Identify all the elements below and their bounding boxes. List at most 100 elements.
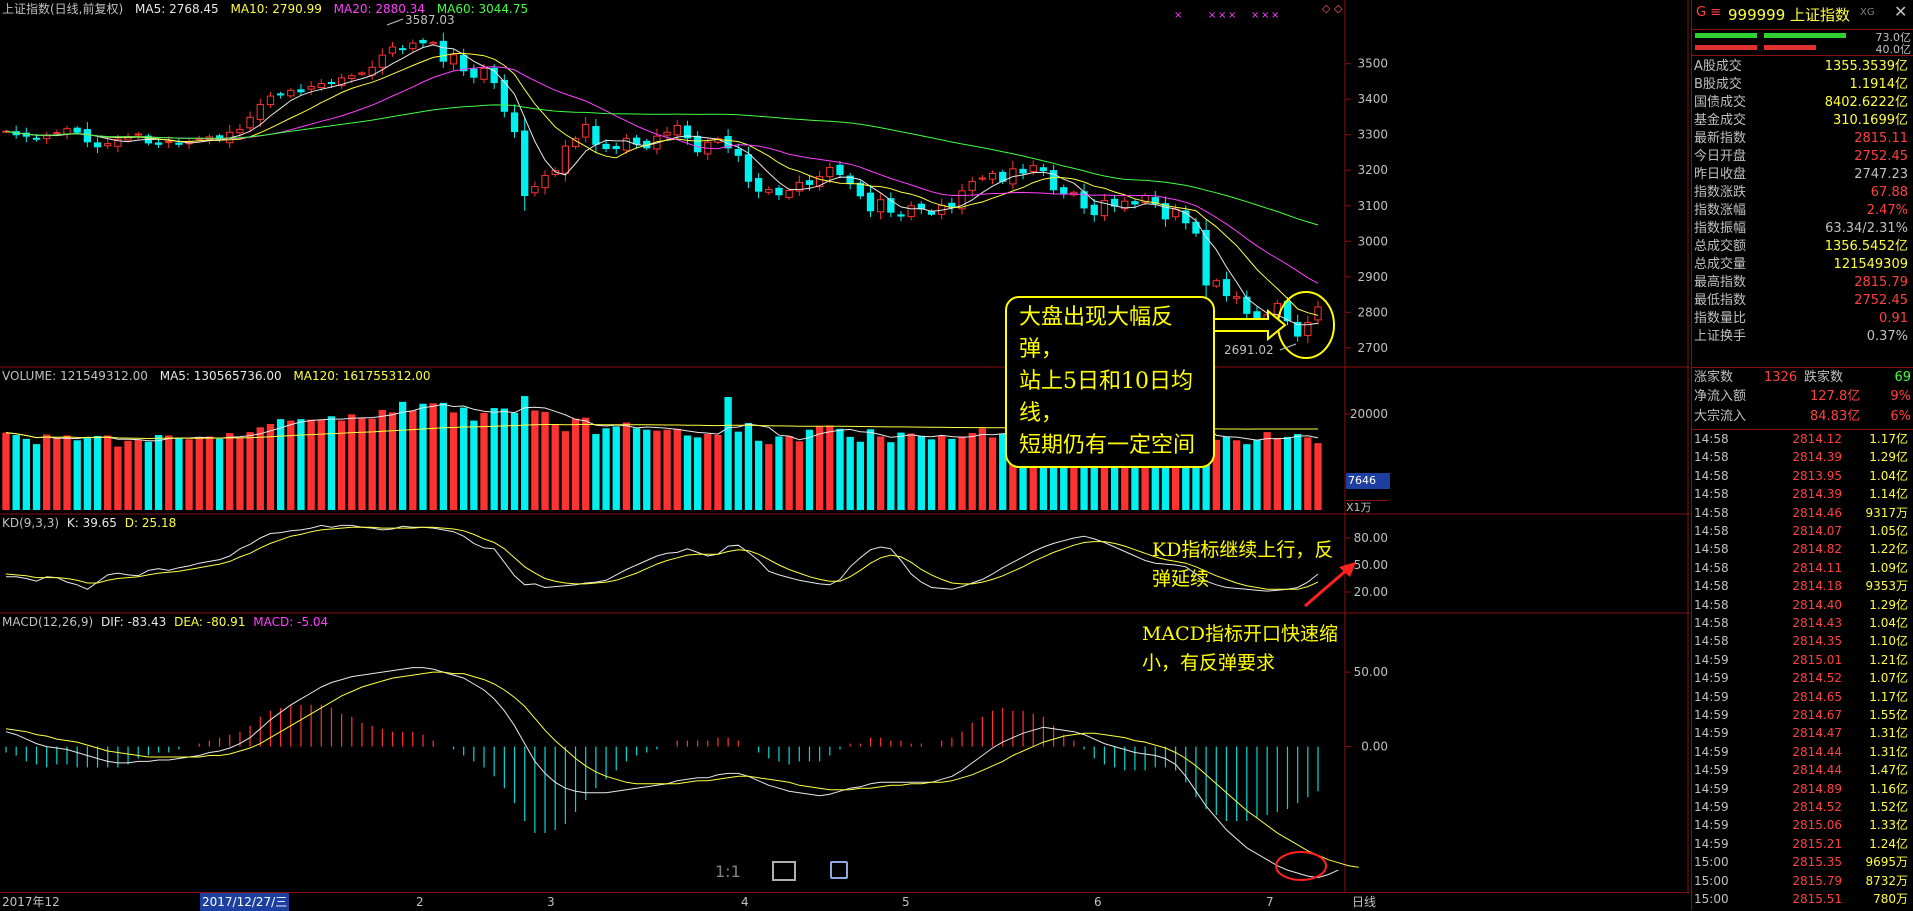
volume-bar bbox=[673, 428, 681, 510]
candle-body bbox=[114, 138, 122, 147]
volume-bar bbox=[877, 436, 885, 510]
stat-value: 1355.3539亿 bbox=[1824, 59, 1908, 74]
kd-header: KD(9,3,3) K: 39.65 D: 25.18 bbox=[2, 516, 184, 530]
tick-volume: 1.17亿 bbox=[1869, 689, 1908, 704]
candle-body bbox=[1090, 204, 1098, 216]
tick-time: 14:58 bbox=[1694, 597, 1729, 612]
candle-body bbox=[1171, 208, 1180, 218]
chart-area[interactable]: 2700 2800 2900 3000 3100 3200 3300 3400 3500 2000… bbox=[0, 0, 1690, 892]
candle-body bbox=[246, 116, 254, 129]
flow-label: 净流入额 bbox=[1694, 389, 1747, 404]
volume-bar bbox=[276, 419, 285, 510]
date-axis: 2017年12 2017/12/27/三 2 3 4 5 6 7 日线 bbox=[0, 892, 1690, 911]
quote-prefix[interactable]: G ≡ bbox=[1696, 5, 1722, 20]
tick-time: 14:58 bbox=[1694, 560, 1729, 575]
tick-row: 14:58 2813.95 1.04亿 bbox=[1692, 467, 1910, 485]
volume-bar bbox=[378, 410, 386, 510]
stat-value: 2815.79 bbox=[1854, 275, 1908, 290]
ma20-label: MA20: 2880.34 bbox=[333, 2, 425, 16]
candle-body bbox=[734, 148, 742, 156]
candle-body bbox=[1192, 221, 1200, 234]
volume-bar bbox=[409, 410, 417, 510]
tick-list[interactable]: 14:58 2814.12 1.17亿 14:58 2814.39 1.29亿 14:58 2… bbox=[1692, 429, 1913, 911]
stat-label: 上证换手 bbox=[1694, 329, 1747, 344]
quote-panel: G ≡ 999999 上证指数 XG ✕ 73.0亿 40.0亿 A股成交 135… bbox=[1691, 0, 1913, 910]
volume-bar bbox=[439, 402, 447, 510]
signal-marker: × bbox=[1174, 10, 1182, 21]
y-axis-tick-label: 0.00 bbox=[1361, 740, 1388, 754]
volume-bar bbox=[1232, 440, 1241, 510]
volume-bar bbox=[165, 435, 173, 510]
tick-price: 2814.46 bbox=[1792, 505, 1842, 520]
edit-icon[interactable] bbox=[830, 861, 848, 879]
volume-bar bbox=[83, 437, 92, 510]
volume-bar bbox=[1304, 437, 1312, 510]
tick-row: 14:58 2814.35 1.10亿 bbox=[1692, 632, 1910, 650]
quote-title: 999999 上证指数 bbox=[1728, 6, 1851, 24]
flow-pct: 9% bbox=[1890, 389, 1911, 404]
tick-volume: 8732万 bbox=[1865, 873, 1908, 888]
stat-value: 0.37% bbox=[1866, 329, 1908, 344]
flow-value: 84.83亿 bbox=[1810, 409, 1861, 424]
quote-stat-row: 最新指数 2815.11 bbox=[1694, 130, 1910, 148]
volume-bar bbox=[256, 427, 264, 510]
volume-ma5-label: MA5: 130565736.00 bbox=[159, 369, 282, 383]
candle-body bbox=[1243, 296, 1251, 314]
stat-label: A股成交 bbox=[1694, 59, 1742, 74]
flow-label: 大宗流入 bbox=[1694, 409, 1747, 424]
volume-bar bbox=[1222, 436, 1231, 510]
callout-line: 短期仍有一定空间 bbox=[1019, 433, 1196, 458]
candle-body bbox=[429, 41, 437, 45]
volume-bar bbox=[826, 425, 834, 510]
kd-panel bbox=[5, 524, 1319, 592]
candle-body bbox=[398, 48, 407, 51]
volume-bar bbox=[663, 429, 671, 510]
close-icon[interactable]: ✕ bbox=[1894, 2, 1908, 21]
volume-bar bbox=[887, 442, 895, 510]
tick-price: 2814.52 bbox=[1792, 800, 1842, 814]
kd-up-arrow bbox=[1304, 566, 1350, 608]
volume-bar bbox=[582, 417, 590, 510]
quote-title-bar: G ≡ 999999 上证指数 XG ✕ bbox=[1692, 0, 1913, 28]
volume-bar bbox=[521, 396, 529, 510]
volume-bar bbox=[815, 426, 824, 510]
signal-marker: × bbox=[1251, 10, 1259, 21]
volume-bar bbox=[317, 420, 325, 510]
tick-price: 2814.44 bbox=[1792, 744, 1842, 759]
volume-bar bbox=[734, 431, 742, 510]
candle-body bbox=[53, 132, 61, 135]
y-axis: 2700 2800 2900 3000 3100 3200 3300 3400 3500 2000… bbox=[1345, 57, 1388, 754]
tick-time: 14:58 bbox=[1694, 616, 1729, 630]
zoom-ratio-label[interactable]: 1:1 bbox=[715, 862, 741, 881]
tick-volume: 1.33亿 bbox=[1869, 818, 1908, 833]
volume-bar bbox=[144, 441, 153, 510]
tick-volume: 1.31亿 bbox=[1869, 726, 1908, 741]
diamond-icon[interactable]: ◇ bbox=[1322, 2, 1331, 15]
tick-volume: 1.47亿 bbox=[1869, 763, 1908, 778]
period-tab[interactable]: 日线 bbox=[1352, 895, 1377, 909]
volume-bar bbox=[785, 435, 793, 510]
stat-value: 1.1914亿 bbox=[1849, 77, 1909, 92]
tick-row: 14:59 2814.44 1.47亿 bbox=[1692, 761, 1910, 779]
candle-body bbox=[409, 42, 417, 50]
tick-price: 2814.65 bbox=[1792, 689, 1842, 704]
tick-volume: 1.04亿 bbox=[1869, 468, 1908, 483]
tick-volume: 1.17亿 bbox=[1869, 432, 1908, 446]
volume-bar bbox=[561, 431, 570, 510]
stat-value: 2747.23 bbox=[1854, 167, 1908, 182]
restore-icon[interactable]: ◇ bbox=[1334, 2, 1343, 15]
candle-body bbox=[1212, 280, 1220, 287]
fit-screen-icon[interactable] bbox=[772, 861, 796, 881]
stat-label: 最低指数 bbox=[1694, 293, 1747, 308]
candle-body bbox=[765, 188, 773, 193]
candle-body bbox=[1029, 165, 1037, 172]
volume-bar bbox=[1253, 439, 1261, 510]
tick-price: 2814.40 bbox=[1792, 597, 1842, 612]
volume-bar bbox=[93, 435, 102, 510]
signal-marker: × bbox=[1261, 10, 1269, 21]
date-label: 4 bbox=[741, 895, 749, 909]
macd-note: MACD指标开口快速缩 小，有反弹要求 bbox=[1142, 620, 1342, 678]
quote-stat-row: 上证换手 0.37% bbox=[1694, 328, 1910, 346]
ma-line-ma10 bbox=[5, 52, 1319, 316]
tick-price: 2814.11 bbox=[1792, 560, 1842, 575]
